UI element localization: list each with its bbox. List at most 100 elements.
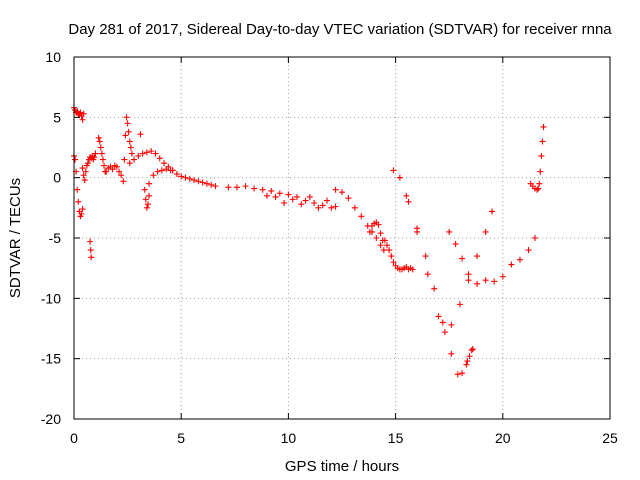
data-point [80, 110, 87, 117]
data-point [375, 221, 382, 228]
data-point [88, 254, 95, 261]
data-point [84, 160, 91, 167]
data-point [463, 361, 470, 368]
data-points [71, 104, 547, 378]
data-point [390, 167, 397, 174]
data-point [465, 277, 472, 284]
x-tick-label: 0 [70, 430, 78, 446]
data-point [143, 149, 150, 156]
data-point [186, 175, 193, 182]
series-decline-12-14p4 [332, 186, 387, 254]
data-point [199, 179, 206, 186]
data-point [289, 196, 296, 203]
data-point [156, 155, 163, 162]
data-point [499, 273, 506, 280]
data-point [388, 253, 395, 260]
data-point [146, 180, 153, 187]
data-point [466, 353, 473, 360]
data-point [144, 201, 151, 208]
data-point [173, 171, 180, 178]
y-tick-label: -5 [49, 230, 62, 246]
data-point [377, 242, 384, 249]
data-point [345, 195, 352, 202]
x-tick-label: 5 [177, 430, 185, 446]
data-point [534, 186, 541, 193]
data-point [81, 177, 88, 184]
data-point [195, 178, 202, 185]
series-rise-21p3-22 [527, 123, 547, 193]
data-point [285, 191, 292, 198]
data-point [98, 150, 105, 157]
data-point [163, 166, 170, 173]
data-point [396, 174, 403, 181]
data-point [259, 186, 266, 193]
data-point [454, 371, 461, 378]
data-point [403, 192, 410, 199]
data-point [535, 185, 542, 192]
data-point [319, 202, 326, 209]
data-point [508, 261, 515, 268]
data-point [143, 204, 150, 211]
data-point [178, 173, 185, 180]
data-point [351, 204, 358, 211]
series-descent-14p5-15p8 [381, 237, 416, 273]
data-point [293, 193, 300, 200]
data-point [516, 256, 523, 263]
data-point [414, 228, 421, 235]
data-point [439, 319, 446, 326]
data-point [474, 280, 481, 287]
y-tick-label: 5 [53, 109, 61, 125]
series-loop-2p5-4p5 [126, 148, 176, 174]
data-point [139, 150, 146, 157]
data-point [405, 198, 412, 205]
series-early-scatter-b [71, 152, 86, 220]
data-point [96, 138, 103, 145]
data-point [95, 134, 102, 141]
data-point [78, 210, 85, 217]
data-point [152, 150, 159, 157]
data-point [386, 247, 393, 254]
data-point [268, 187, 275, 194]
data-point [373, 235, 380, 241]
data-point [448, 350, 455, 357]
series-isolated-3p1 [137, 131, 144, 138]
data-point [123, 114, 130, 121]
data-point [79, 116, 86, 123]
data-point [74, 186, 81, 193]
data-point [150, 172, 157, 179]
data-point [441, 329, 448, 336]
data-point [424, 271, 431, 278]
x-tick-label: 10 [281, 430, 297, 446]
data-point [366, 228, 373, 235]
data-point [148, 148, 155, 155]
x-axis-label: GPS time / hours [285, 458, 399, 475]
data-point [298, 201, 305, 208]
y-tick-label: -20 [41, 411, 61, 427]
data-point [131, 156, 138, 163]
data-point [446, 228, 453, 235]
data-point [158, 167, 165, 174]
data-point [72, 156, 79, 163]
series-flat-7-12 [225, 183, 335, 211]
data-point [75, 198, 82, 205]
data-point [381, 237, 388, 244]
data-point [141, 186, 148, 193]
data-point [380, 247, 387, 254]
y-tick-label: -10 [41, 290, 61, 306]
data-point [125, 128, 132, 135]
data-point [124, 120, 131, 127]
data-point [251, 185, 258, 192]
data-point [212, 183, 219, 190]
data-point [182, 174, 189, 181]
data-point [358, 213, 365, 220]
data-point [409, 266, 416, 273]
data-point [263, 192, 270, 199]
data-point [422, 253, 429, 260]
data-point [126, 138, 133, 145]
series-tail-18p3-18p6 [464, 346, 476, 365]
data-point [538, 152, 545, 159]
chart-title: Day 281 of 2017, Sidereal Day-to-day VTE… [68, 21, 612, 38]
data-point [80, 172, 87, 179]
x-tick-label: 25 [602, 430, 618, 446]
